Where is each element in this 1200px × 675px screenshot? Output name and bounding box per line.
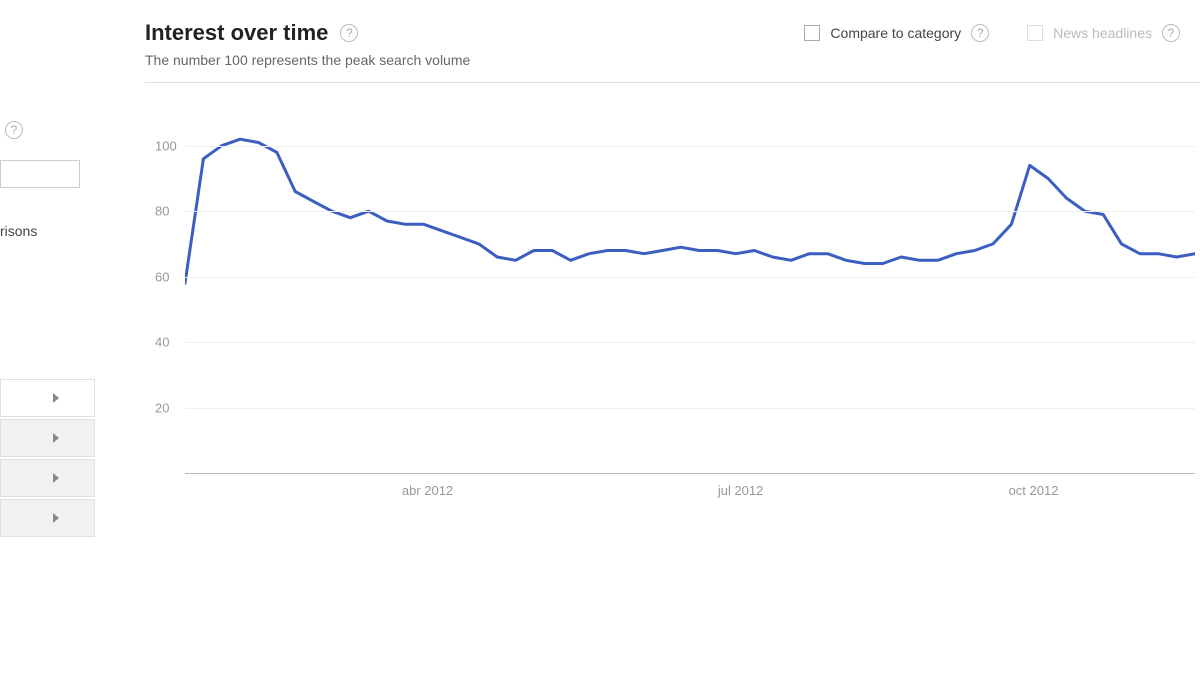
accordion-row[interactable] [0,499,95,537]
y-axis-label: 60 [155,269,169,284]
chart-line-svg [185,113,1195,473]
sidebar-help-row: ? [0,100,95,140]
help-icon[interactable]: ? [340,24,358,42]
x-axis-label: oct 2012 [1009,483,1059,498]
chart-container: 20 40 60 80 100 abr 2012 jul 2012 oct 2012 [145,113,1200,533]
header-divider [145,82,1200,83]
chevron-right-icon [53,473,59,483]
x-axis-label: abr 2012 [402,483,453,498]
y-axis-label: 40 [155,335,169,350]
sidebar-input[interactable] [0,160,80,188]
gridline [185,211,1195,212]
chart-area: 20 40 60 80 100 [155,113,1195,473]
chevron-right-icon [53,393,59,403]
gridline [185,277,1195,278]
x-axis-line [185,473,1195,474]
news-label: News headlines [1053,25,1152,41]
chevron-right-icon [53,433,59,443]
news-checkbox [1027,25,1043,41]
chart-header: Interest over time ? Compare to category… [145,20,1200,46]
title-block: Interest over time ? [145,20,358,46]
main-panel: Interest over time ? Compare to category… [95,0,1200,675]
sidebar: ? risons [0,0,95,675]
help-icon[interactable]: ? [971,24,989,42]
chart-title: Interest over time [145,20,328,46]
sidebar-accordion-group [0,379,95,537]
gridline [185,342,1195,343]
help-icon[interactable]: ? [1162,24,1180,42]
y-axis-label: 100 [155,138,177,153]
chevron-right-icon [53,513,59,523]
chart-controls: Compare to category ? News headlines ? [804,24,1180,42]
y-axis-label: 20 [155,400,169,415]
chart-subtitle: The number 100 represents the peak searc… [145,52,1200,68]
gridline [185,146,1195,147]
accordion-row[interactable] [0,419,95,457]
y-axis-label: 80 [155,204,169,219]
accordion-row[interactable] [0,459,95,497]
compare-checkbox[interactable] [804,25,820,41]
x-axis-label: jul 2012 [718,483,764,498]
x-axis-labels: abr 2012 jul 2012 oct 2012 [175,483,1200,503]
accordion-row[interactable] [0,379,95,417]
compare-label: Compare to category [830,25,961,41]
help-icon[interactable]: ? [5,121,23,139]
sidebar-text-partial: risons [0,198,95,259]
gridline [185,408,1195,409]
